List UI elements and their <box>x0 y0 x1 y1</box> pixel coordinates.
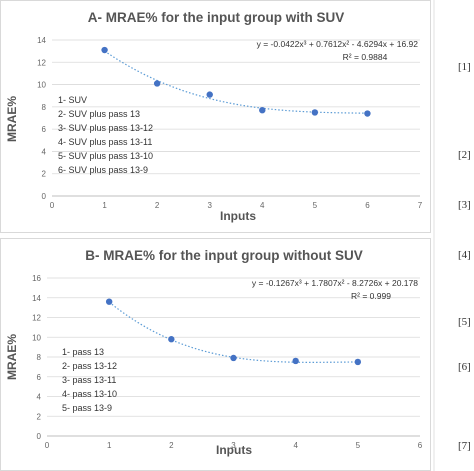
y-tick-label: 4 <box>37 393 42 402</box>
y-tick-label: 2 <box>42 170 47 179</box>
chart-border <box>0 0 431 233</box>
y-tick-label: 0 <box>42 192 47 201</box>
data-point <box>168 336 175 343</box>
y-tick-label: 2 <box>37 412 42 421</box>
data-point <box>364 110 371 117</box>
y-tick-label: 16 <box>32 274 41 283</box>
chart-title: A- MRAE% for the input group with SUV <box>88 10 344 25</box>
x-tick-label: 5 <box>356 441 361 450</box>
y-tick-label: 4 <box>42 147 47 156</box>
y-tick-label: 8 <box>37 353 42 362</box>
x-axis-label: Inputs <box>220 209 256 223</box>
x-tick-label: 3 <box>231 441 236 450</box>
x-tick-label: 2 <box>169 441 174 450</box>
y-tick-label: 12 <box>37 58 46 67</box>
reference-marker: [6] <box>458 361 471 373</box>
data-point <box>311 109 319 116</box>
y-tick-label: 8 <box>42 103 47 112</box>
legend-entry: 4- SUV plus pass 13-11 <box>58 137 152 147</box>
reference-marker: [5] <box>458 316 471 328</box>
x-tick-label: 1 <box>107 441 112 450</box>
y-tick-label: 12 <box>32 314 41 323</box>
legend-entry: 5- SUV plus pass 13-10 <box>58 151 153 161</box>
y-tick-label: 14 <box>32 294 41 303</box>
legend-entry: 2- SUV plus pass 13 <box>58 109 140 119</box>
trendline-equation: y = -0.1267x³ + 1.7807x² - 8.2726x + 20.… <box>252 278 418 288</box>
reference-marker: [2] <box>458 149 471 161</box>
data-point <box>230 354 237 362</box>
reference-marker: [1] <box>458 61 471 73</box>
chart-title: B- MRAE% for the input group without SUV <box>85 248 362 263</box>
reference-marker: [3] <box>458 199 471 211</box>
data-point <box>259 107 266 114</box>
y-tick-label: 14 <box>37 36 46 45</box>
data-point <box>292 357 299 365</box>
y-tick-label: 10 <box>32 333 41 342</box>
r-squared: R² = 0.999 <box>351 291 391 301</box>
legend-entry: 3- pass 13-11 <box>62 375 116 385</box>
x-tick-label: 5 <box>313 201 318 210</box>
y-tick-label: 6 <box>37 373 42 382</box>
x-tick-label: 0 <box>45 441 50 450</box>
y-axis-label: MRAE% <box>5 96 19 142</box>
legend-entry: 5- pass 13-9 <box>62 403 112 413</box>
x-tick-label: 3 <box>207 201 212 210</box>
legend-entry: 4- pass 13-10 <box>62 389 117 399</box>
x-tick-label: 1 <box>102 201 107 210</box>
legend-entry: 1- pass 13 <box>62 347 104 357</box>
data-point <box>354 358 362 366</box>
x-tick-label: 4 <box>260 201 265 210</box>
y-tick-label: 6 <box>42 125 47 134</box>
y-tick-label: 10 <box>37 81 46 90</box>
x-tick-label: 7 <box>418 201 423 210</box>
x-tick-label: 0 <box>50 201 55 210</box>
reference-marker: [7] <box>458 440 471 452</box>
legend-entry: 6- SUV plus pass 13-9 <box>58 165 148 175</box>
data-point <box>105 298 113 305</box>
data-point <box>153 80 161 87</box>
y-axis-label: MRAE% <box>5 334 19 380</box>
legend-entry: 3- SUV plus pass 13-12 <box>58 123 153 133</box>
legend-entry: 1- SUV <box>58 95 87 105</box>
data-point <box>206 91 213 98</box>
x-tick-label: 6 <box>418 441 423 450</box>
x-tick-label: 4 <box>293 441 298 450</box>
x-tick-label: 2 <box>155 201 160 210</box>
data-point <box>101 46 108 54</box>
legend-entry: 2- pass 13-12 <box>62 361 117 371</box>
x-tick-label: 6 <box>365 201 370 210</box>
r-squared: R² = 0.9884 <box>343 52 388 62</box>
x-axis-label: Inputs <box>216 443 252 457</box>
reference-marker: [4] <box>458 249 471 261</box>
y-tick-label: 0 <box>37 432 42 441</box>
trendline-equation: y = -0.0422x³ + 0.7612x² - 4.6294x + 16.… <box>257 39 419 49</box>
